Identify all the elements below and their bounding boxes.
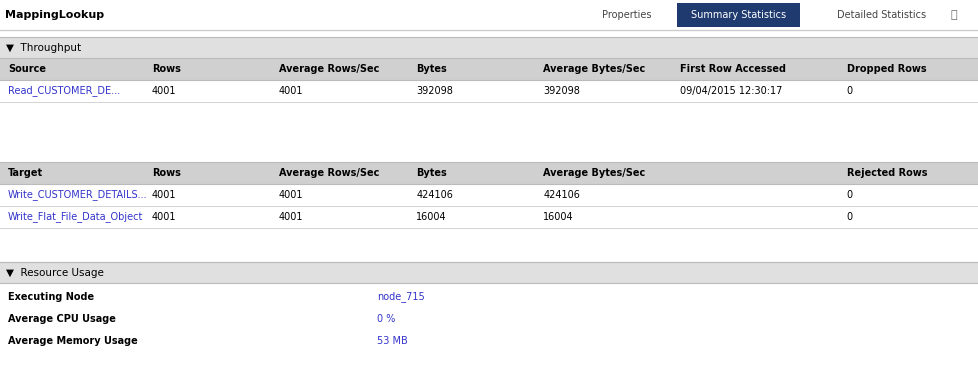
Text: 4001: 4001 <box>279 86 303 96</box>
Text: Target: Target <box>8 168 43 178</box>
Text: Properties: Properties <box>601 10 651 20</box>
Bar <box>0 80 978 102</box>
Text: 424106: 424106 <box>543 190 580 200</box>
Text: Detailed Statistics: Detailed Statistics <box>836 10 925 20</box>
Text: Average Bytes/Sec: Average Bytes/Sec <box>543 168 645 178</box>
Text: Write_Flat_File_Data_Object: Write_Flat_File_Data_Object <box>8 212 143 222</box>
Text: Summary Statistics: Summary Statistics <box>690 10 785 20</box>
Bar <box>0 0 978 30</box>
Text: Average Rows/Sec: Average Rows/Sec <box>279 64 379 74</box>
Bar <box>0 58 978 80</box>
Text: 16004: 16004 <box>543 212 573 222</box>
Text: MappingLookup: MappingLookup <box>5 10 104 20</box>
Bar <box>0 283 978 392</box>
Text: 424106: 424106 <box>416 190 453 200</box>
Text: Bytes: Bytes <box>416 64 446 74</box>
Bar <box>0 206 978 228</box>
Text: Rows: Rows <box>152 168 180 178</box>
Text: 4001: 4001 <box>279 212 303 222</box>
Text: 0: 0 <box>846 212 852 222</box>
Text: Source: Source <box>8 64 46 74</box>
Text: Executing Node: Executing Node <box>8 292 94 302</box>
Text: 09/04/2015 12:30:17: 09/04/2015 12:30:17 <box>680 86 782 96</box>
Text: ⛭: ⛭ <box>950 10 956 20</box>
Text: Average Rows/Sec: Average Rows/Sec <box>279 168 379 178</box>
Text: 4001: 4001 <box>152 190 176 200</box>
Text: ▼  Resource Usage: ▼ Resource Usage <box>6 267 104 278</box>
Bar <box>0 30 978 37</box>
Text: Average CPU Usage: Average CPU Usage <box>8 314 115 324</box>
Text: Average Bytes/Sec: Average Bytes/Sec <box>543 64 645 74</box>
Text: 0: 0 <box>846 190 852 200</box>
Text: First Row Accessed: First Row Accessed <box>680 64 785 74</box>
Text: ▼  Throughput: ▼ Throughput <box>6 42 81 53</box>
Text: 16004: 16004 <box>416 212 446 222</box>
Text: 0 %: 0 % <box>377 314 395 324</box>
Text: Rows: Rows <box>152 64 180 74</box>
Text: Average Memory Usage: Average Memory Usage <box>8 336 138 346</box>
Text: Bytes: Bytes <box>416 168 446 178</box>
Text: 4001: 4001 <box>152 212 176 222</box>
Text: 392098: 392098 <box>543 86 580 96</box>
Bar <box>0 102 978 162</box>
Text: Write_CUSTOMER_DETAILS...: Write_CUSTOMER_DETAILS... <box>8 190 148 200</box>
Text: 53 MB: 53 MB <box>377 336 407 346</box>
Bar <box>0 37 978 58</box>
Bar <box>0 262 978 283</box>
Text: Dropped Rows: Dropped Rows <box>846 64 925 74</box>
Text: 4001: 4001 <box>279 190 303 200</box>
Text: node_715: node_715 <box>377 292 424 303</box>
Bar <box>677 3 799 27</box>
Bar <box>0 228 978 262</box>
Text: 0: 0 <box>846 86 852 96</box>
Text: 392098: 392098 <box>416 86 453 96</box>
Text: Read_CUSTOMER_DE...: Read_CUSTOMER_DE... <box>8 85 120 96</box>
Text: Rejected Rows: Rejected Rows <box>846 168 926 178</box>
Text: 4001: 4001 <box>152 86 176 96</box>
Bar <box>0 162 978 184</box>
Bar <box>0 184 978 206</box>
